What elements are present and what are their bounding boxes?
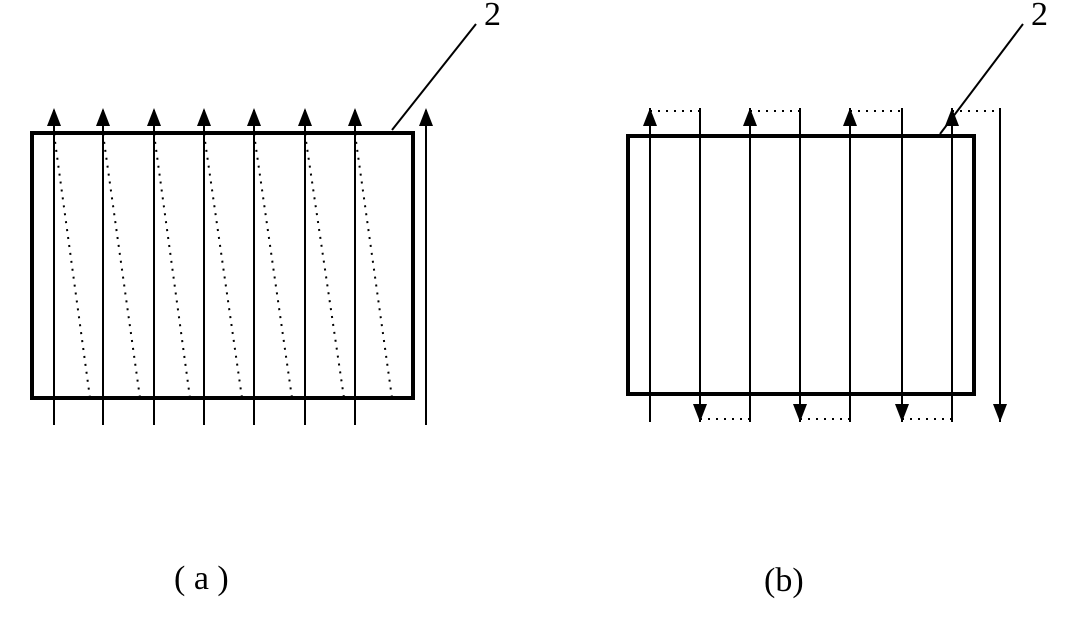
caption-panel-b: (b) [764, 562, 804, 600]
label-2-panel-b: 2 [1031, 0, 1048, 34]
figure-svg [0, 0, 1077, 623]
figure-canvas: 2 2 ( a ) (b) [0, 0, 1077, 623]
caption-panel-a: ( a ) [174, 560, 229, 598]
label-2-panel-a: 2 [484, 0, 501, 34]
